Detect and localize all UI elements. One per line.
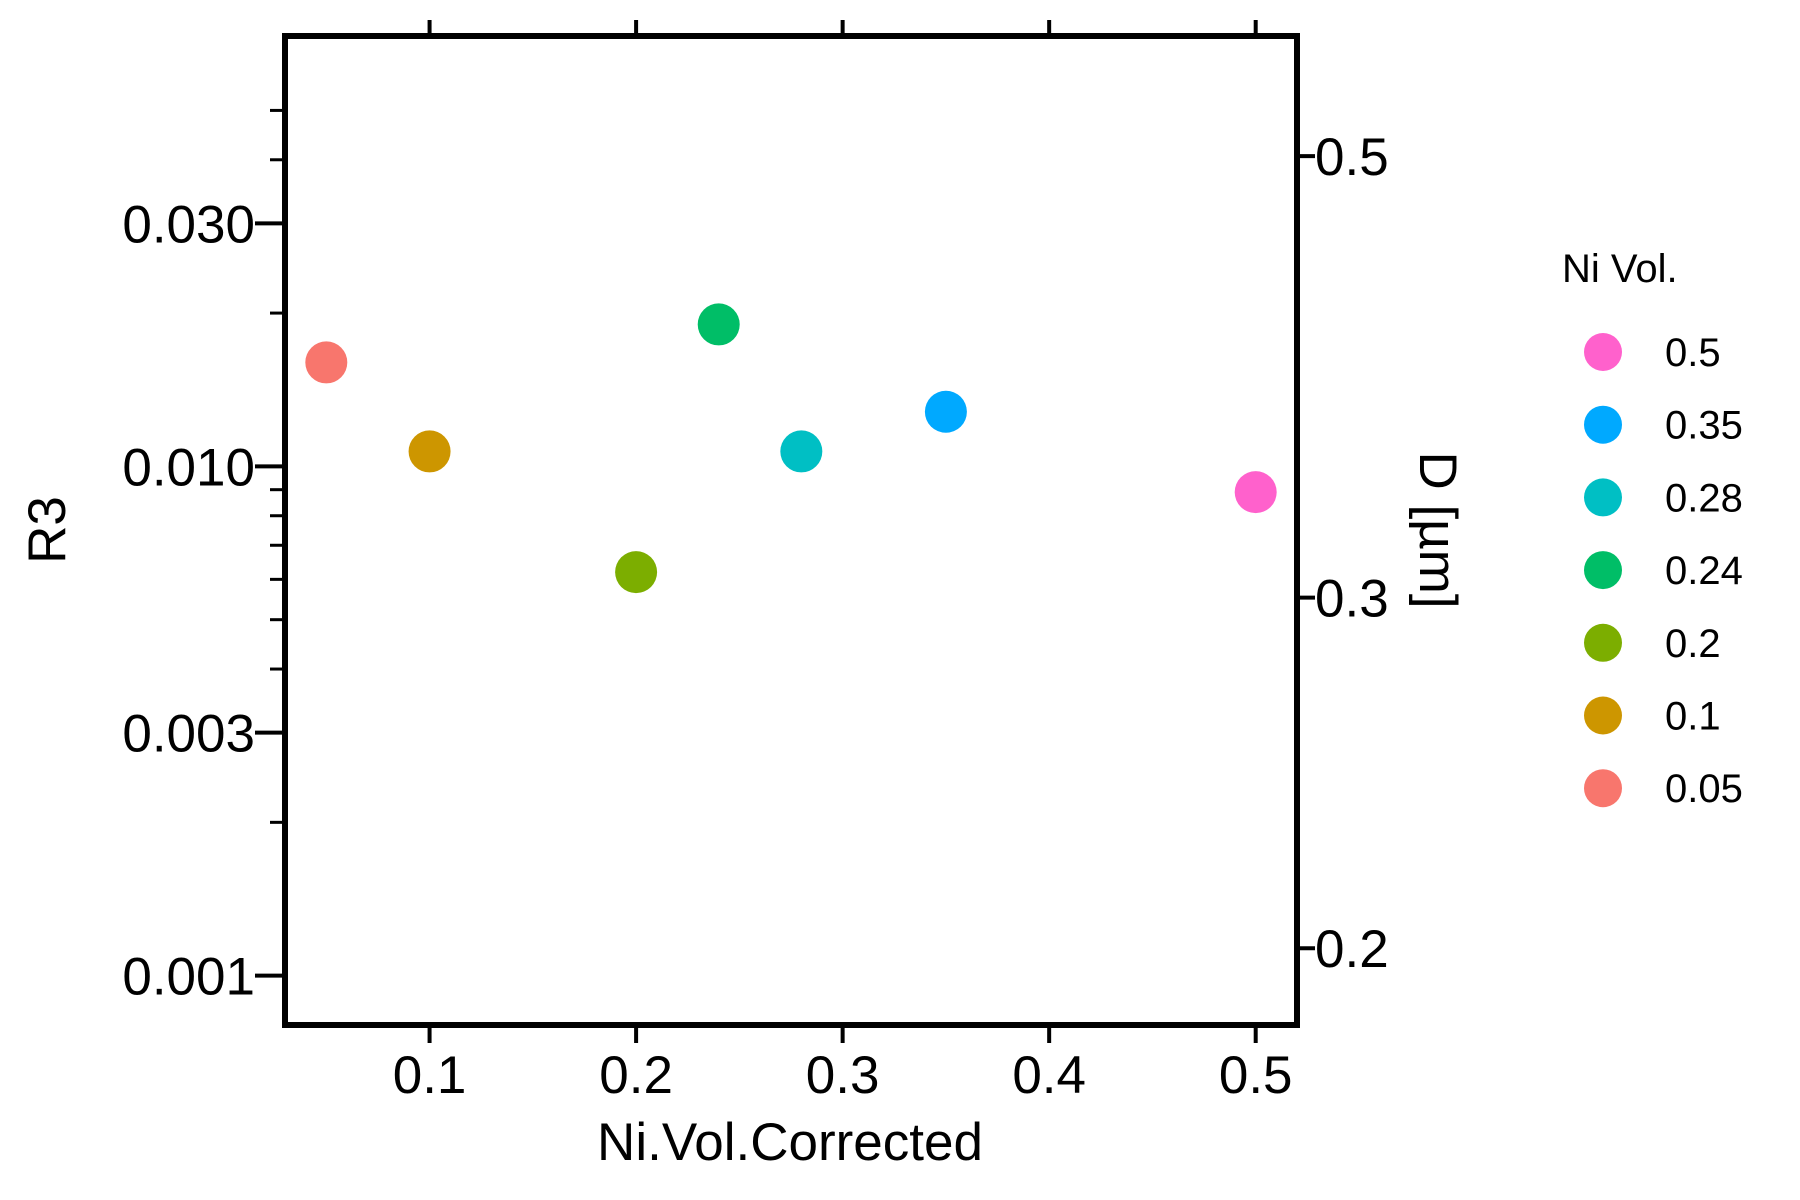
x-tick-label: 0.4 [1012, 1046, 1086, 1105]
data-point [1234, 471, 1277, 514]
legend-label: 0.1 [1665, 695, 1721, 739]
legend-label: 0.28 [1665, 476, 1743, 520]
secondary-y-axis: 0.2 0.3 0.5 [1297, 128, 1389, 979]
x-axis-title: Ni.Vol.Corrected [597, 1113, 983, 1172]
legend-label: 0.05 [1665, 767, 1743, 811]
data-points [305, 303, 1277, 594]
data-point [924, 390, 967, 433]
x-tick-label: 0.2 [599, 1046, 673, 1105]
legend: Ni Vol. 0.5 0.35 0.28 0.24 0.2 0.1 0.05 [1562, 247, 1743, 811]
y-axis-title: R3 [18, 496, 77, 564]
legend-key [1584, 333, 1622, 371]
data-point [615, 551, 658, 594]
legend-key [1584, 623, 1622, 662]
x-axis: 0.1 0.2 0.3 0.4 0.5 [393, 20, 1293, 1105]
data-point [305, 341, 348, 384]
legend-label: 0.2 [1665, 622, 1721, 666]
secondary-y-axis-title: D [µm] [1408, 451, 1467, 608]
legend-label: 0.35 [1665, 404, 1743, 448]
x-tick-label: 0.5 [1219, 1046, 1293, 1105]
legend-key [1584, 769, 1622, 808]
y2-tick-label: 0.2 [1315, 920, 1389, 979]
data-point [780, 430, 823, 473]
y2-tick-label: 0.3 [1315, 570, 1389, 629]
legend-key [1584, 405, 1622, 444]
x-tick-label: 0.1 [393, 1046, 467, 1105]
y-tick-label: 0.001 [122, 948, 255, 1007]
x-tick-label: 0.3 [806, 1046, 880, 1105]
y-tick-label: 0.010 [122, 438, 255, 497]
y-axis: 0.001 0.003 0.010 0.030 [122, 108, 285, 1007]
legend-key [1584, 478, 1622, 517]
y2-tick-label: 0.5 [1315, 128, 1389, 187]
data-point [408, 430, 451, 473]
legend-title: Ni Vol. [1562, 247, 1678, 291]
y-tick-label: 0.030 [122, 195, 255, 254]
legend-label: 0.24 [1665, 549, 1743, 593]
legend-label: 0.5 [1665, 331, 1721, 375]
data-point [697, 303, 740, 346]
plot-frame [282, 33, 1300, 1028]
legend-key [1584, 551, 1622, 590]
y-tick-label: 0.003 [122, 705, 255, 764]
legend-key [1584, 696, 1622, 735]
